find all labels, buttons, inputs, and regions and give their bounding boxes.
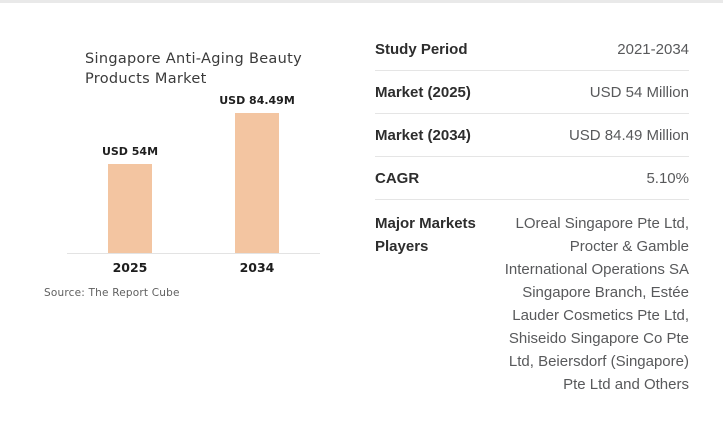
source-caption: Source: The Report Cube <box>44 287 180 299</box>
bar-value-label: USD 84.49M <box>219 94 295 107</box>
row-value: LOreal Singapore Pte Ltd, Procter & Gamb… <box>504 215 689 393</box>
x-tick-2025: 2025 <box>112 260 148 275</box>
bar-2025 <box>108 164 152 253</box>
key-facts-table: Study Period 2021-2034 Market (2025) USD… <box>375 28 689 396</box>
x-tick-2034: 2034 <box>239 260 275 275</box>
row-value: USD 84.49 Million <box>568 126 689 144</box>
plot-area: USD 54M USD 84.49M <box>0 0 363 253</box>
bar-group-2034: USD 84.49M <box>207 94 307 253</box>
row-value: 5.10% <box>646 169 689 187</box>
table-row: CAGR 5.10% <box>375 157 689 200</box>
x-axis-line <box>67 253 320 254</box>
row-label: Study Period <box>375 40 468 58</box>
row-value: 2021-2034 <box>617 40 689 58</box>
table-row: Major Markets Players LOreal Singapore P… <box>375 200 689 396</box>
bar-group-2025: USD 54M <box>80 145 180 253</box>
row-label: Major Markets Players <box>375 215 476 255</box>
top-border-strip <box>0 0 723 3</box>
chart-title: Singapore Anti-Aging Beauty Products Mar… <box>85 51 302 87</box>
row-value: USD 54 Million <box>589 83 689 101</box>
bar-2034 <box>235 113 279 253</box>
table-row: Market (2034) USD 84.49 Million <box>375 114 689 157</box>
table-row: Market (2025) USD 54 Million <box>375 71 689 114</box>
row-label: CAGR <box>375 169 420 187</box>
bar-value-label: USD 54M <box>101 145 159 158</box>
table-row: Study Period 2021-2034 <box>375 28 689 71</box>
row-label: Market (2034) <box>375 126 471 144</box>
row-label: Market (2025) <box>375 83 471 101</box>
bar-chart: Singapore Anti-Aging Beauty Products Mar… <box>0 0 363 432</box>
